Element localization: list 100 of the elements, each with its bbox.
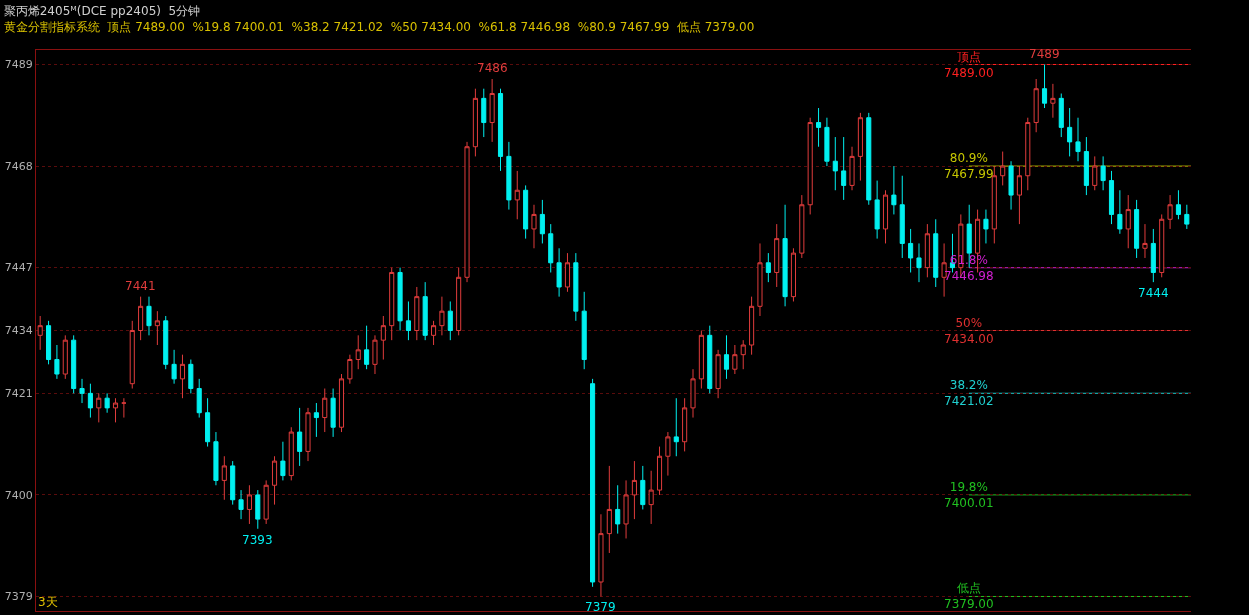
annotation: 7441 bbox=[125, 279, 156, 293]
candlestick bbox=[271, 455, 278, 506]
candlestick bbox=[1142, 223, 1148, 259]
candlestick bbox=[782, 204, 788, 307]
candlestick bbox=[497, 88, 504, 172]
candlestick bbox=[472, 88, 478, 157]
candlestick bbox=[1050, 83, 1056, 119]
ref-line-label: 80.9% 7467.99 bbox=[944, 151, 994, 181]
candlestick bbox=[514, 170, 520, 220]
candlestick bbox=[824, 117, 830, 167]
candlestick bbox=[690, 368, 696, 419]
candlestick bbox=[598, 513, 604, 597]
candlestick bbox=[924, 223, 930, 278]
candlestick bbox=[682, 397, 688, 452]
candlestick bbox=[665, 431, 671, 477]
candlestick bbox=[246, 484, 252, 525]
candlestick bbox=[857, 112, 863, 182]
candlestick bbox=[1167, 194, 1173, 230]
candlestick bbox=[1125, 194, 1131, 249]
candlestick bbox=[1175, 189, 1181, 220]
annotation: 7379 bbox=[585, 600, 616, 614]
candlestick bbox=[832, 136, 838, 191]
candlestick bbox=[96, 392, 102, 423]
candlestick bbox=[1117, 189, 1123, 235]
candlestick bbox=[104, 392, 110, 414]
candlestick bbox=[313, 402, 319, 438]
candlestick bbox=[765, 252, 771, 283]
candlestick bbox=[874, 180, 880, 240]
annotation: 7486 bbox=[477, 61, 508, 75]
candlestick bbox=[397, 267, 403, 331]
candlestick bbox=[380, 315, 386, 361]
candlestick bbox=[757, 242, 763, 317]
candlestick bbox=[439, 296, 445, 336]
candlestick bbox=[263, 479, 269, 525]
candlestick bbox=[355, 334, 361, 370]
candlestick bbox=[1150, 228, 1156, 283]
candlestick bbox=[749, 296, 755, 356]
candlestick bbox=[723, 334, 730, 380]
candlestick bbox=[590, 378, 596, 588]
candlestick bbox=[1100, 155, 1106, 191]
candlestick bbox=[1108, 170, 1115, 225]
candlestick bbox=[673, 397, 679, 457]
candlestick bbox=[866, 112, 872, 206]
candlestick bbox=[188, 359, 194, 394]
candlestick bbox=[338, 373, 345, 433]
candlestick bbox=[364, 325, 370, 370]
candlestick bbox=[1184, 204, 1190, 230]
candlestick bbox=[79, 378, 85, 404]
candlestick bbox=[138, 296, 144, 341]
candlestick bbox=[196, 378, 202, 419]
candlestick bbox=[790, 247, 796, 302]
annotation: 7393 bbox=[242, 533, 273, 547]
candlestick bbox=[807, 117, 813, 215]
candlestick bbox=[1033, 78, 1039, 133]
candlestick bbox=[548, 223, 554, 273]
candlestick bbox=[330, 388, 336, 438]
y-tick-label: 7447 bbox=[4, 261, 33, 275]
candlestick bbox=[983, 209, 989, 244]
candlestick bbox=[581, 291, 587, 370]
candlestick bbox=[774, 223, 780, 288]
candlestick bbox=[1092, 155, 1098, 191]
candlestick bbox=[305, 407, 311, 462]
candlestick bbox=[799, 194, 805, 259]
candlestick bbox=[564, 252, 571, 293]
candlestick bbox=[941, 242, 947, 298]
candlestick bbox=[891, 165, 897, 215]
candlestick bbox=[205, 397, 211, 448]
candlestick bbox=[46, 320, 52, 365]
candlestick bbox=[506, 141, 512, 211]
candlestick bbox=[933, 218, 939, 288]
y-tick-label: 7379 bbox=[4, 590, 33, 604]
candlestick bbox=[179, 354, 186, 399]
y-tick-label: 7468 bbox=[4, 159, 33, 173]
candlestick bbox=[1016, 165, 1022, 225]
candlestick bbox=[62, 334, 68, 380]
candlestick bbox=[1025, 117, 1031, 191]
candlestick bbox=[1008, 160, 1014, 211]
candlestick bbox=[280, 441, 286, 481]
candlestick bbox=[648, 470, 654, 525]
candlestick bbox=[715, 349, 721, 399]
candlestick bbox=[154, 310, 160, 346]
candlestick bbox=[238, 489, 244, 520]
y-tick-label: 7421 bbox=[4, 387, 33, 401]
candlestick bbox=[372, 334, 378, 375]
y-tick-label: 7434 bbox=[4, 324, 33, 338]
ref-line-label: 19.8% 7400.01 bbox=[944, 480, 994, 510]
candlestick bbox=[481, 88, 487, 138]
candlestick bbox=[1075, 117, 1081, 162]
candlestick bbox=[171, 349, 177, 385]
candlestick bbox=[623, 479, 629, 539]
candlestick bbox=[573, 252, 579, 322]
candlestick bbox=[656, 446, 663, 496]
candlestick bbox=[54, 344, 60, 380]
candlestick bbox=[431, 320, 437, 346]
candlestick bbox=[347, 354, 353, 385]
candlestick bbox=[1000, 151, 1006, 186]
ref-line-label: 38.2% 7421.02 bbox=[944, 378, 994, 408]
candlestick bbox=[121, 397, 127, 419]
candlestick bbox=[163, 315, 169, 370]
candlestick bbox=[288, 426, 294, 481]
